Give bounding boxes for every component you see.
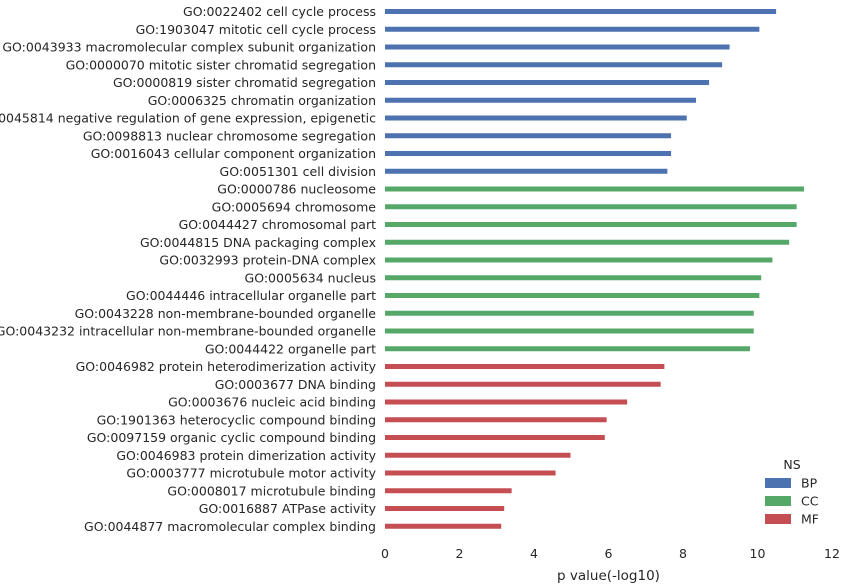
bar-cc <box>385 346 751 352</box>
category-label: GO:0045814 negative regulation of gene e… <box>0 111 376 126</box>
x-tick-label: 0 <box>381 546 389 561</box>
x-tick-label: 12 <box>824 546 840 561</box>
category-label: GO:1901363 heterocyclic compound binding <box>97 412 376 427</box>
bar-mf <box>385 381 661 387</box>
legend-label-mf: MF <box>801 512 819 527</box>
bar-mf <box>385 364 665 369</box>
category-label: GO:0044446 intracellular organelle part <box>126 288 376 303</box>
bar-cc <box>385 275 762 281</box>
legend-swatch-mf <box>765 514 791 524</box>
bar-mf <box>385 470 556 476</box>
bar-bp <box>385 133 672 139</box>
category-label: GO:0005634 nucleus <box>245 270 376 285</box>
category-label: GO:0046983 protein dimerization activity <box>116 448 376 463</box>
bar-bp <box>385 80 710 85</box>
category-label: GO:0098813 nuclear chromosome segregatio… <box>83 128 376 143</box>
x-axis-ticks: 0 2 4 6 8 10 12 <box>381 546 840 561</box>
bar-mf <box>385 435 605 440</box>
x-tick-label: 8 <box>679 546 687 561</box>
bar-cc <box>385 257 773 263</box>
category-label: GO:0005694 chromosome <box>212 199 377 214</box>
x-axis-title: p value(-log10) <box>557 568 660 584</box>
legend: NS BP CC MF <box>765 457 819 527</box>
x-tick-label: 4 <box>530 546 538 561</box>
category-label: GO:0000070 mitotic sister chromatid segr… <box>66 57 376 72</box>
bar-mf <box>385 417 607 423</box>
bar-bp <box>385 9 777 14</box>
category-label: GO:0046982 protein heterodimerization ac… <box>76 359 377 374</box>
category-label: GO:0043933 macromolecular complex subuni… <box>2 40 376 55</box>
category-label: GO:0032993 protein-DNA complex <box>159 253 376 268</box>
category-label: GO:0000786 nucleosome <box>217 182 376 197</box>
bar-cc <box>385 239 790 245</box>
bar-cc <box>385 310 754 316</box>
bar-mf <box>385 399 628 405</box>
category-label: GO:0043228 non-membrane-bounded organell… <box>75 306 377 321</box>
legend-label-cc: CC <box>801 494 819 509</box>
category-label: GO:0003676 nucleic acid binding <box>168 395 376 410</box>
bar-mf <box>385 506 505 511</box>
bar-mf <box>385 488 512 494</box>
bar-bp <box>385 26 760 32</box>
bar-cc <box>385 328 754 334</box>
category-label: GO:1903047 mitotic cell cycle process <box>136 22 376 37</box>
bar-bp <box>385 62 723 68</box>
category-label: GO:0097159 organic cyclic compound bindi… <box>87 430 376 445</box>
category-label: GO:0044427 chromosomal part <box>179 217 376 232</box>
bar-bp <box>385 97 697 103</box>
bar-bp <box>385 44 730 50</box>
category-label: GO:0044815 DNA packaging complex <box>140 235 376 250</box>
bar-cc <box>385 204 797 210</box>
category-label: GO:0003777 microtubule motor activity <box>126 466 376 481</box>
category-label: GO:0016043 cellular component organizati… <box>91 146 376 161</box>
category-label: GO:0016887 ATPase activity <box>199 501 377 516</box>
category-label: GO:0044422 organelle part <box>205 341 376 356</box>
category-label: GO:0051301 cell division <box>220 164 376 179</box>
category-labels: GO:0022402 cell cycle process GO:1903047 … <box>0 4 377 534</box>
legend-label-bp: BP <box>801 476 818 491</box>
bar-cc <box>385 222 797 227</box>
bar-bp <box>385 168 668 174</box>
bar-cc <box>385 186 805 192</box>
bars-group <box>385 9 805 529</box>
category-label: GO:0003677 DNA binding <box>215 377 376 392</box>
bar-mf <box>385 452 571 458</box>
x-tick-label: 2 <box>456 546 464 561</box>
category-label: GO:0006325 chromatin organization <box>148 93 376 108</box>
bar-mf <box>385 523 502 529</box>
category-label: GO:0022402 cell cycle process <box>183 4 376 19</box>
bar-cc <box>385 293 760 298</box>
category-label: GO:0043232 intracellular non-membrane-bo… <box>0 324 376 339</box>
legend-title: NS <box>783 457 800 472</box>
category-label: GO:0008017 microtubule binding <box>167 483 376 498</box>
x-tick-label: 10 <box>750 546 766 561</box>
category-label: GO:0044877 macromolecular complex bindin… <box>84 519 376 534</box>
category-label: GO:0000819 sister chromatid segregation <box>113 75 376 90</box>
legend-swatch-cc <box>765 496 791 506</box>
x-tick-label: 6 <box>605 546 613 561</box>
bar-bp <box>385 115 687 121</box>
bar-bp <box>385 151 672 156</box>
legend-swatch-bp <box>765 478 791 488</box>
